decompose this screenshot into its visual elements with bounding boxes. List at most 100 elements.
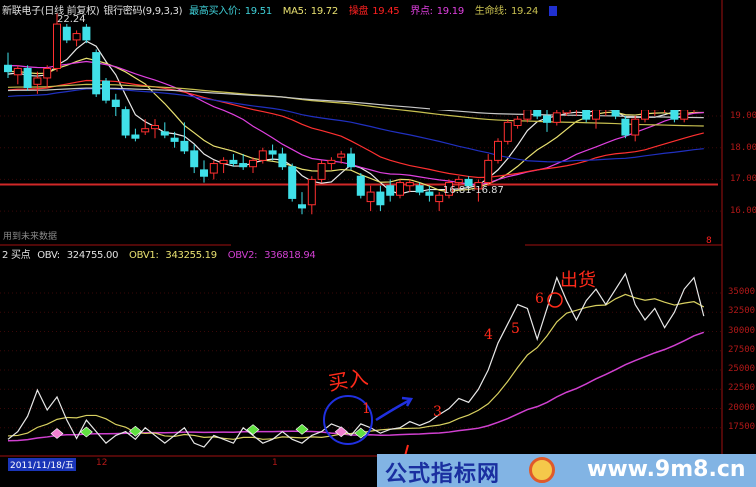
candle-body: [523, 109, 532, 120]
ma45-line: [7, 88, 704, 163]
candle: [13, 65, 22, 85]
candle: [543, 106, 551, 132]
candle-body: [592, 109, 600, 120]
candle-body: [464, 178, 473, 187]
candle: [92, 49, 101, 97]
candle-body: [72, 33, 81, 41]
candle-body: [307, 178, 316, 206]
candle: [307, 176, 316, 215]
candle: [4, 52, 12, 78]
candle: [53, 13, 61, 72]
candle: [180, 122, 189, 155]
obv-tick: 22500: [728, 383, 756, 394]
ma20-line: [7, 60, 704, 186]
candle: [445, 179, 453, 199]
obv-tick: 35000: [728, 287, 756, 297]
candle: [327, 157, 336, 170]
candle-body: [680, 109, 689, 120]
candle-body: [239, 163, 248, 168]
candle: [200, 160, 208, 183]
candle: [268, 144, 277, 161]
candle: [43, 65, 52, 88]
candle-body: [396, 182, 404, 196]
high-price-label: 22.24: [57, 14, 86, 25]
signal-diamonds: [50, 292, 563, 457]
candle-body: [278, 153, 287, 168]
header-item: 最高买入价: 19.51: [189, 6, 272, 17]
obv-line: [7, 272, 705, 448]
candle-body: [4, 64, 12, 73]
candle-body: [102, 80, 110, 101]
obv2-line: [7, 331, 705, 442]
blue-circle-annotation: [323, 395, 373, 445]
candle: [111, 93, 120, 116]
candle-body: [141, 128, 150, 133]
candle-body: [200, 169, 208, 177]
candle: [376, 185, 385, 212]
candle-body: [347, 153, 355, 168]
candle-body: [23, 67, 32, 88]
blue-arrow-annotation: [375, 396, 414, 422]
price-tick: 16.00: [730, 206, 756, 216]
obv-tick: 25000: [728, 364, 756, 374]
candle: [278, 147, 287, 170]
obv-tick: 30000: [728, 325, 756, 336]
green-signal-diamond: [295, 424, 309, 435]
indicator-title: 2 买点: [2, 250, 31, 261]
candle-body: [484, 159, 493, 184]
watermark-name: 公式指标网: [385, 462, 501, 487]
candle: [249, 157, 257, 174]
corner-mark: 8: [706, 236, 712, 246]
candle-body: [552, 112, 561, 123]
candle: [121, 106, 130, 139]
candle: [229, 154, 238, 167]
obv-tick: 20000: [728, 402, 756, 413]
candle: [474, 179, 483, 202]
green-signal-diamond: [79, 426, 93, 438]
candle-body: [298, 204, 306, 209]
candle-body: [229, 159, 238, 165]
sell-annotation: 出货: [560, 270, 596, 291]
price-tick: 19.00: [730, 111, 756, 121]
watermark-url: www.9m8.cn: [587, 457, 746, 482]
candle-body: [170, 137, 179, 142]
candle-body: [43, 67, 52, 79]
obv-lines: [7, 272, 705, 448]
red-circle-annotation: [547, 292, 563, 308]
candle: [494, 138, 502, 164]
candle-body: [425, 191, 434, 196]
candle-body: [33, 77, 42, 85]
candle-body: [474, 182, 483, 190]
candle-body: [503, 121, 512, 142]
candle: [415, 182, 424, 196]
candle-body: [180, 140, 189, 152]
candle-body: [513, 118, 522, 127]
annotation-number: 1: [362, 401, 371, 417]
candle-body: [268, 150, 277, 155]
buy-annotation: 买入: [326, 364, 370, 396]
candle: [82, 24, 91, 44]
header-item: 操盘 19.45: [348, 6, 400, 17]
header-item: 界点: 19.19: [410, 6, 464, 17]
date-axis: 2011/11/18/五 12 1: [0, 457, 380, 471]
candle: [141, 119, 150, 136]
candle: [454, 176, 463, 189]
candle-body: [92, 52, 101, 95]
candle: [435, 192, 444, 212]
candle: [503, 119, 512, 145]
stock-name: 新联电子(日线 前复权): [2, 6, 100, 17]
candle-body: [641, 109, 649, 120]
candle-body: [82, 26, 91, 41]
green-signal-diamond: [354, 427, 368, 439]
candle-body: [356, 175, 365, 196]
candle-body: [494, 140, 502, 161]
chart-header: 新联电子(日线 前复权) 银行密码(9,9,3,3) 最高买入价: 19.51 MA…: [2, 2, 561, 17]
candle-body: [386, 185, 395, 196]
candle-body: [631, 118, 640, 136]
candle-body: [415, 185, 424, 193]
candle: [258, 147, 267, 164]
candle-body: [53, 23, 61, 69]
future-data-note: 用到未来数据: [3, 232, 58, 242]
candle: [513, 116, 522, 129]
